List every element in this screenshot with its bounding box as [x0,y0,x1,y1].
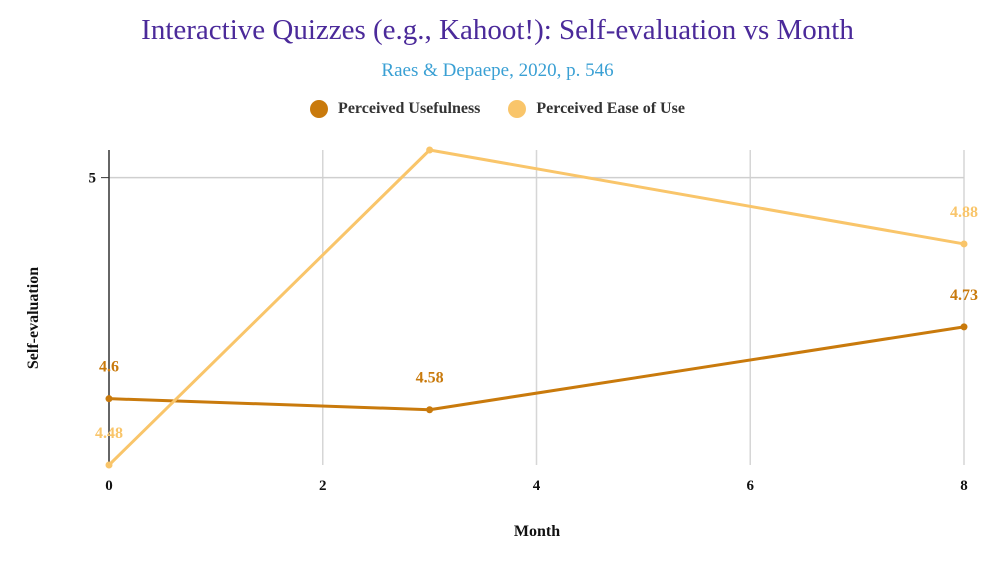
x-tick-label: 8 [960,478,968,494]
legend-swatch-ease-of-use [508,100,527,118]
legend-label-ease-of-use: Perceived Ease of Use [536,100,685,117]
legend-item-usefulness: Perceived Usefulness [310,100,480,118]
chart-title: Interactive Quizzes (e.g., Kahoot!): Sel… [141,14,854,46]
data-label: 4.48 [95,425,123,442]
data-point [960,240,968,248]
legend-swatch-usefulness [310,100,329,118]
series-layer [105,146,968,469]
data-point [426,406,434,414]
x-tick-label: 0 [105,478,113,494]
data-point [105,395,113,403]
x-tick-label: 4 [533,478,541,494]
x-tick-label: 6 [747,478,755,494]
y-axis-title: Self-evaluation [25,267,42,369]
grid-layer [109,150,965,465]
axis-layer: 0 2 4 6 8 5 [89,150,968,494]
x-axis-title: Month [514,523,560,540]
x-tick-label: 2 [319,478,327,494]
y-tick-label: 5 [89,171,97,187]
legend-item-ease-of-use: Perceived Ease of Use [508,100,685,118]
chart-subtitle: Raes & Depaepe, 2020, p. 546 [381,60,614,81]
legend-label-usefulness: Perceived Usefulness [338,100,481,117]
legend: Perceived Usefulness Perceived Ease of U… [0,100,995,118]
data-label: 4.73 [950,287,978,304]
data-label: 4.6 [99,359,119,376]
label-layer: 4.6 4.58 4.73 4.48 4.88 [95,204,978,442]
data-label: 4.88 [950,204,978,221]
data-point [426,146,434,154]
data-label: 4.58 [416,370,444,387]
data-point [105,461,113,469]
data-point [960,323,968,331]
